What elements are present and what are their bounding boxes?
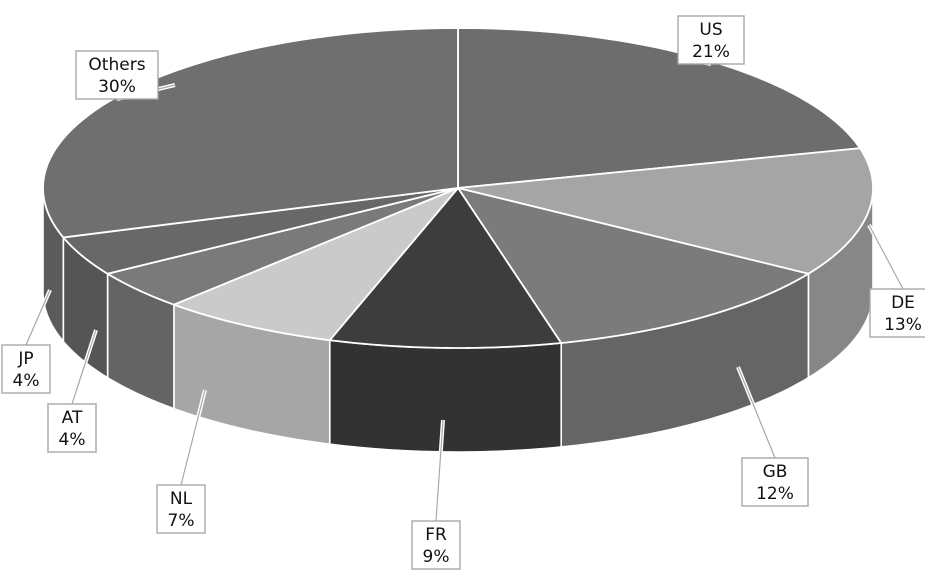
label-fr: FR9% (411, 419, 461, 570)
label-box (741, 457, 809, 507)
slice-jp (62, 187, 459, 275)
label-jp: JP4% (1, 289, 52, 394)
label-at: AT4% (47, 329, 98, 453)
slice-value-label: 12% (756, 484, 794, 504)
leader-line-stroke (180, 389, 206, 486)
slice-fr (328, 187, 563, 349)
label-nl: NL7% (156, 389, 207, 534)
slice-name-label: Others (88, 55, 145, 75)
leader-line-stroke (71, 329, 97, 405)
label-box (1, 344, 51, 394)
slice-gb (457, 187, 810, 344)
slice-name-label: DE (891, 293, 915, 313)
slice-value-label: 13% (884, 315, 922, 335)
pie-side-walls (42, 187, 874, 453)
leader-line-stroke (25, 289, 51, 346)
leader-line-stroke (737, 366, 776, 459)
slice-value-label: 21% (692, 42, 730, 62)
slice-name-label: AT (62, 408, 83, 428)
slice-name-label: US (699, 20, 722, 40)
slice-nl (173, 187, 459, 342)
pie-top-faces (42, 27, 874, 349)
slice-value-label: 30% (98, 77, 136, 97)
slice-value-label: 7% (168, 511, 195, 531)
slice-name-label: GB (763, 462, 788, 482)
slice-value-label: 4% (59, 430, 86, 450)
slice-name-label: NL (170, 489, 193, 509)
slice-value-label: 9% (423, 547, 450, 567)
slice-de (457, 147, 874, 275)
slice-name-label: JP (17, 349, 33, 369)
side-wall-fr (328, 339, 563, 453)
leader-line-stroke (868, 224, 904, 290)
label-box (47, 403, 97, 453)
label-box (156, 484, 206, 534)
label-box (411, 520, 461, 570)
slice-value-label: 4% (13, 371, 40, 391)
slice-name-label: FR (425, 525, 447, 545)
leader-line-stroke (435, 419, 444, 522)
slice-at (106, 187, 459, 306)
label-box (75, 50, 159, 100)
label-box (677, 15, 745, 65)
label-box (869, 288, 925, 338)
